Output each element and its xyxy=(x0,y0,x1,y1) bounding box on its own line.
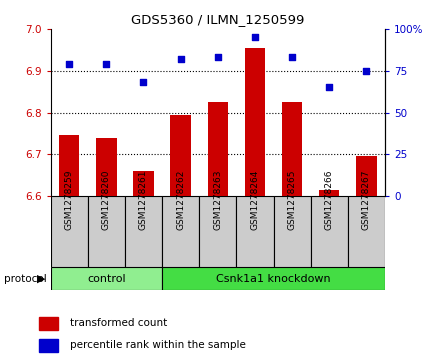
Text: control: control xyxy=(87,274,126,284)
Bar xyxy=(348,196,385,267)
Bar xyxy=(356,156,377,196)
Text: GSM1278264: GSM1278264 xyxy=(250,170,260,230)
Bar xyxy=(96,138,117,196)
Bar xyxy=(311,196,348,267)
Bar xyxy=(39,339,59,352)
Text: GSM1278263: GSM1278263 xyxy=(213,170,222,230)
Text: GSM1278262: GSM1278262 xyxy=(176,170,185,230)
Bar xyxy=(319,190,340,196)
Text: GSM1278267: GSM1278267 xyxy=(362,170,371,230)
Bar xyxy=(245,48,265,196)
Point xyxy=(66,61,73,67)
Text: GSM1278261: GSM1278261 xyxy=(139,170,148,230)
Text: GSM1278259: GSM1278259 xyxy=(65,170,73,230)
Bar xyxy=(88,196,125,267)
Point xyxy=(140,79,147,85)
Bar xyxy=(133,171,154,196)
Bar xyxy=(170,115,191,196)
Bar xyxy=(125,196,162,267)
Point xyxy=(289,54,296,60)
Point xyxy=(103,61,110,67)
Bar xyxy=(39,317,59,330)
Title: GDS5360 / ILMN_1250599: GDS5360 / ILMN_1250599 xyxy=(131,13,304,26)
Bar xyxy=(59,135,79,196)
Text: GSM1278265: GSM1278265 xyxy=(288,170,297,230)
Text: GSM1278260: GSM1278260 xyxy=(102,170,111,230)
Bar xyxy=(162,267,385,290)
Text: protocol: protocol xyxy=(4,274,47,284)
Bar xyxy=(51,196,88,267)
Point xyxy=(214,54,221,60)
Text: percentile rank within the sample: percentile rank within the sample xyxy=(70,340,246,350)
Bar xyxy=(236,196,274,267)
Text: transformed count: transformed count xyxy=(70,318,167,328)
Point xyxy=(326,85,333,90)
Text: GSM1278266: GSM1278266 xyxy=(325,170,334,230)
Bar xyxy=(51,267,162,290)
Bar xyxy=(199,196,236,267)
Bar xyxy=(208,102,228,196)
Point xyxy=(251,34,258,40)
Point xyxy=(177,56,184,62)
Bar xyxy=(274,196,311,267)
Bar xyxy=(282,102,302,196)
Bar xyxy=(162,196,199,267)
Point xyxy=(363,68,370,74)
Text: Csnk1a1 knockdown: Csnk1a1 knockdown xyxy=(216,274,331,284)
Text: ▶: ▶ xyxy=(37,274,46,284)
